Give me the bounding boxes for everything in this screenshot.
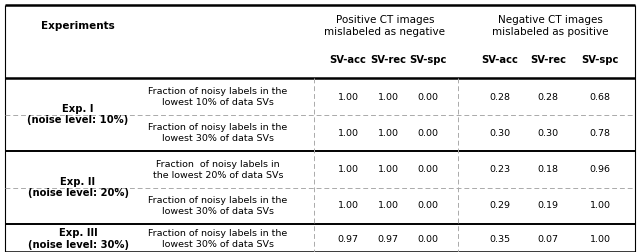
Text: 1.00: 1.00 xyxy=(337,166,358,174)
Text: 0.00: 0.00 xyxy=(417,166,438,174)
Text: SV-spc: SV-spc xyxy=(581,55,619,65)
Text: SV-acc: SV-acc xyxy=(330,55,367,65)
Text: 1.00: 1.00 xyxy=(589,235,611,243)
Text: SV-rec: SV-rec xyxy=(530,55,566,65)
Text: Fraction of noisy labels in the
lowest 10% of data SVs: Fraction of noisy labels in the lowest 1… xyxy=(148,87,287,107)
Text: 1.00: 1.00 xyxy=(337,129,358,138)
Text: 1.00: 1.00 xyxy=(589,202,611,210)
Text: 1.00: 1.00 xyxy=(378,202,399,210)
Text: 0.00: 0.00 xyxy=(417,129,438,138)
Text: Fraction  of noisy labels in
the lowest 20% of data SVs: Fraction of noisy labels in the lowest 2… xyxy=(153,160,284,180)
Text: Fraction of noisy labels in the
lowest 30% of data SVs: Fraction of noisy labels in the lowest 3… xyxy=(148,123,287,143)
Text: 0.28: 0.28 xyxy=(538,92,559,102)
Text: Exp. II
(noise level: 20%): Exp. II (noise level: 20%) xyxy=(28,177,129,198)
Text: 1.00: 1.00 xyxy=(378,92,399,102)
Text: 0.00: 0.00 xyxy=(417,92,438,102)
Text: 0.07: 0.07 xyxy=(538,235,559,243)
Text: SV-spc: SV-spc xyxy=(410,55,447,65)
Text: 0.30: 0.30 xyxy=(538,129,559,138)
Text: 0.35: 0.35 xyxy=(490,235,511,243)
Text: 0.97: 0.97 xyxy=(378,235,399,243)
Text: 0.28: 0.28 xyxy=(490,92,511,102)
Text: 1.00: 1.00 xyxy=(337,92,358,102)
Text: Fraction of noisy labels in the
lowest 30% of data SVs: Fraction of noisy labels in the lowest 3… xyxy=(148,229,287,249)
Text: 0.18: 0.18 xyxy=(538,166,559,174)
Text: 0.97: 0.97 xyxy=(337,235,358,243)
Text: 0.30: 0.30 xyxy=(490,129,511,138)
Text: Exp. I
(noise level: 10%): Exp. I (noise level: 10%) xyxy=(28,104,129,125)
Text: 0.96: 0.96 xyxy=(589,166,611,174)
Text: 1.00: 1.00 xyxy=(337,202,358,210)
Text: 0.19: 0.19 xyxy=(538,202,559,210)
Text: 1.00: 1.00 xyxy=(378,129,399,138)
Text: 1.00: 1.00 xyxy=(378,166,399,174)
Text: Experiments: Experiments xyxy=(41,21,115,31)
Text: Negative CT images
mislabeled as positive: Negative CT images mislabeled as positiv… xyxy=(492,15,608,37)
Text: 0.00: 0.00 xyxy=(417,235,438,243)
Text: SV-acc: SV-acc xyxy=(481,55,518,65)
Text: 0.23: 0.23 xyxy=(490,166,511,174)
Text: 0.68: 0.68 xyxy=(589,92,611,102)
Text: 0.00: 0.00 xyxy=(417,202,438,210)
Text: Positive CT images
mislabeled as negative: Positive CT images mislabeled as negativ… xyxy=(324,15,445,37)
Text: Exp. III
(noise level: 30%): Exp. III (noise level: 30%) xyxy=(28,228,129,250)
Text: 0.29: 0.29 xyxy=(490,202,511,210)
Text: Fraction of noisy labels in the
lowest 30% of data SVs: Fraction of noisy labels in the lowest 3… xyxy=(148,196,287,216)
Text: 0.78: 0.78 xyxy=(589,129,611,138)
Text: SV-rec: SV-rec xyxy=(370,55,406,65)
